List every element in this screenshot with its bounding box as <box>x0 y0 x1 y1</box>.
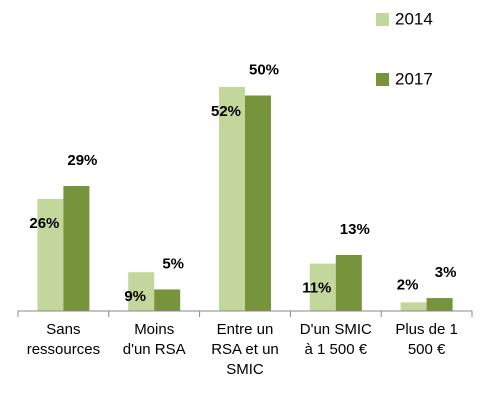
value-label: 3% <box>435 264 457 281</box>
bar <box>426 298 453 311</box>
value-label: 11% <box>302 280 331 297</box>
value-label: 9% <box>124 288 146 305</box>
bar <box>245 95 271 311</box>
legend-swatch <box>376 73 389 86</box>
x-tick-label: 500 € <box>408 341 446 358</box>
x-tick-label: Sans <box>46 321 80 338</box>
x-tick-label: ressources <box>27 341 100 358</box>
x-tick-label: SMIC <box>226 361 264 378</box>
x-tick-label: à 1 500 € <box>305 341 368 358</box>
x-tick-label: d'un RSA <box>123 341 186 358</box>
value-label: 2% <box>397 276 419 293</box>
bar <box>400 302 427 311</box>
x-tick-label: Plus de 1 <box>395 321 458 338</box>
legend-label: 2014 <box>395 9 433 28</box>
bar <box>128 272 155 311</box>
value-label: 26% <box>29 215 59 232</box>
x-tick-label: Entre un <box>217 321 274 338</box>
x-tick-label: D'un SMIC <box>300 321 372 338</box>
legend-swatch <box>376 13 389 26</box>
value-label: 29% <box>67 152 97 169</box>
value-label: 5% <box>162 255 184 272</box>
bar <box>63 186 90 311</box>
value-label: 13% <box>340 221 370 238</box>
bar <box>309 263 336 311</box>
bar <box>219 86 245 311</box>
x-tick-label: Moins <box>134 321 174 338</box>
legend-label: 2017 <box>395 69 433 88</box>
value-label: 52% <box>211 103 241 120</box>
bar <box>335 254 362 311</box>
bar <box>37 198 64 311</box>
x-tick-label: RSA et un <box>211 341 279 358</box>
bar <box>154 289 181 311</box>
value-label: 50% <box>249 61 279 78</box>
